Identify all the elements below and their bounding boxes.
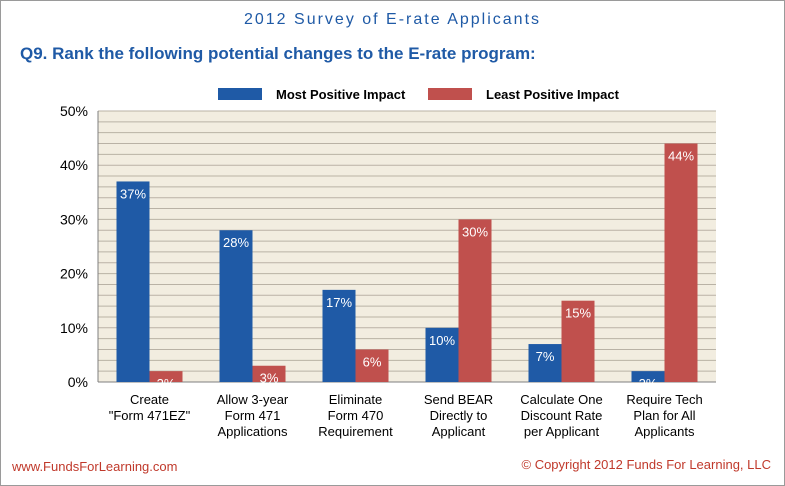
bar-most-2 [322, 289, 356, 382]
survey-title: 2012 Survey of E-rate Applicants [243, 11, 542, 28]
bar-least-3 [458, 219, 492, 382]
x-category-label: Calculate One [520, 392, 602, 407]
x-category-label: Form 471 [225, 408, 281, 423]
x-category-label: Applications [217, 424, 288, 439]
x-category-label: Allow 3-year [217, 392, 289, 407]
x-category-label: Plan for All [633, 408, 695, 423]
legend-swatch [218, 88, 262, 100]
data-label: 6% [363, 354, 382, 369]
bar-least-1 [252, 365, 286, 382]
x-category-label: Applicants [635, 424, 695, 439]
x-category-label: Form 470 [328, 408, 384, 423]
website-link[interactable]: www.FundsForLearning.com [12, 459, 178, 474]
x-category-label: Directly to [430, 408, 488, 423]
y-tick-label: 10% [60, 320, 88, 336]
legend-swatch [428, 88, 472, 100]
bar-most-0 [116, 181, 150, 382]
legend-label: Most Positive Impact [276, 87, 406, 102]
x-category-label: Require Tech [626, 392, 702, 407]
x-category-label: Eliminate [329, 392, 382, 407]
y-tick-label: 30% [60, 211, 88, 227]
question-title: Q9. Rank the following potential changes… [20, 44, 536, 63]
x-category-label: per Applicant [524, 424, 600, 439]
data-label: 28% [223, 235, 249, 250]
copyright-notice: © Copyright 2012 Funds For Learning, LLC [521, 457, 772, 472]
bar-least-2 [355, 349, 389, 382]
data-label: 44% [668, 149, 694, 164]
y-tick-label: 0% [68, 374, 88, 390]
data-label: 2% [639, 376, 658, 391]
bar-least-5 [664, 143, 698, 382]
data-label: 37% [120, 186, 146, 201]
x-category-label: Requirement [318, 424, 393, 439]
bar-most-4 [528, 344, 562, 382]
data-label: 30% [462, 224, 488, 239]
y-tick-label: 50% [60, 103, 88, 119]
plot-area [98, 111, 716, 382]
legend-label: Least Positive Impact [486, 87, 620, 102]
bar-most-1 [219, 230, 253, 382]
x-category-label: Discount Rate [521, 408, 603, 423]
x-category-label: Create [130, 392, 169, 407]
x-category-label: Send BEAR [424, 392, 493, 407]
y-tick-label: 40% [60, 157, 88, 173]
bar-least-0 [149, 371, 183, 382]
x-category-label: Applicant [432, 424, 486, 439]
y-tick-label: 20% [60, 266, 88, 282]
data-label: 10% [429, 333, 455, 348]
data-label: 15% [565, 306, 591, 321]
x-category-label: "Form 471EZ" [109, 408, 191, 423]
data-label: 17% [326, 295, 352, 310]
data-label: 7% [536, 349, 555, 364]
bar-most-3 [425, 327, 459, 382]
data-label: 3% [260, 371, 279, 386]
bar-most-5 [631, 371, 665, 382]
bar-least-4 [561, 300, 595, 382]
data-label: 2% [157, 376, 176, 391]
